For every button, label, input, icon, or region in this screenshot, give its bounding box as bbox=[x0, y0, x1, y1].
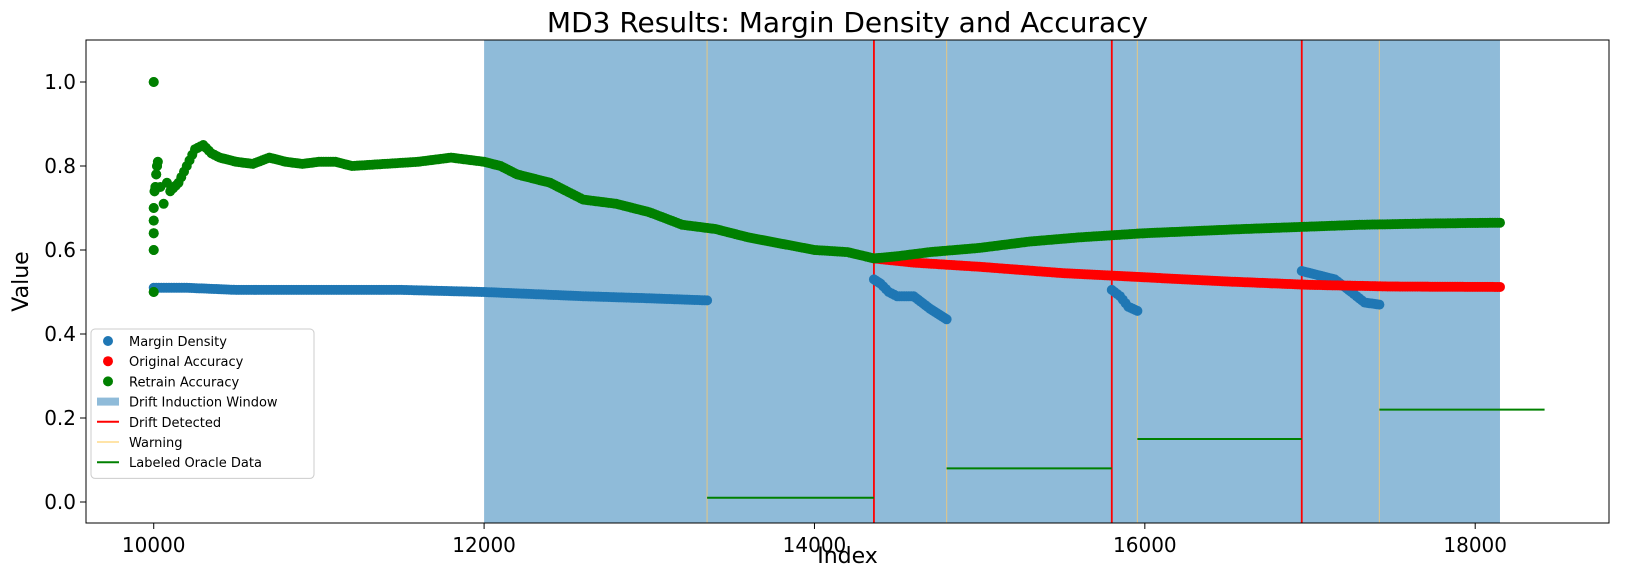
legend-label-5: Warning bbox=[129, 436, 182, 451]
legend-label-6: Labeled Oracle Data bbox=[129, 456, 262, 471]
point-2-0-9 bbox=[148, 215, 159, 226]
legend-marker-1 bbox=[103, 356, 113, 367]
legend: Margin Density Original Accuracy Retrain A… bbox=[90, 328, 315, 479]
point-2-0-5 bbox=[148, 245, 159, 255]
point-2-0-555 bbox=[1494, 217, 1505, 228]
point-2-0-7 bbox=[148, 228, 159, 239]
y-tick-label-1: 0.2 bbox=[44, 406, 76, 430]
ticks-layer: 10000 12000 14000 16000 18000 0.0 0.2 0.4 0.6 0.8… bbox=[44, 70, 1507, 557]
x-tick-label-4: 18000 bbox=[1443, 533, 1507, 557]
y-axis-label: Value bbox=[9, 251, 34, 311]
plot-frame bbox=[85, 39, 1610, 524]
scatter-points-layer bbox=[148, 77, 1505, 325]
legend-item-6: Labeled Oracle Data bbox=[97, 456, 262, 471]
point-0-2-10 bbox=[1132, 305, 1143, 316]
x-tick-label-2: 14000 bbox=[783, 533, 847, 557]
legend-item-0: Margin Density bbox=[103, 335, 227, 350]
legend-marker-0 bbox=[103, 336, 113, 346]
point-2-0-17 bbox=[151, 169, 162, 180]
x-tick-label-0: 10000 bbox=[122, 533, 186, 557]
chart-title: MD3 Results: Margin Density and Accuracy bbox=[547, 6, 1148, 39]
legend-item-4: Drift Detected bbox=[97, 416, 221, 431]
point-1-0-250 bbox=[1494, 281, 1505, 292]
x-tick-label-1: 12000 bbox=[452, 533, 516, 557]
y-tick-label-5: 1.0 bbox=[44, 70, 76, 94]
x-axis-label: Index bbox=[817, 544, 878, 569]
series-margin-density bbox=[148, 266, 1385, 325]
legend-item-5: Warning bbox=[97, 436, 182, 451]
legend-label-2: Retrain Accuracy bbox=[129, 375, 239, 390]
legend-label-1: Original Accuracy bbox=[129, 355, 244, 370]
point-0-0-221 bbox=[702, 295, 713, 306]
legend-item-3: Drift Induction Window bbox=[97, 396, 278, 411]
point-2-0-22 bbox=[158, 198, 169, 209]
oracle-lines-layer bbox=[707, 408, 1545, 499]
point-2-0-20 bbox=[152, 156, 163, 167]
y-tick-label-4: 0.8 bbox=[44, 154, 76, 178]
legend-label-3: Drift Induction Window bbox=[129, 396, 278, 411]
legend-item-1: Original Accuracy bbox=[103, 355, 244, 370]
series-original-accuracy bbox=[868, 253, 1505, 292]
point-2-0-3 bbox=[148, 287, 159, 297]
legend-label-0: Margin Density bbox=[129, 335, 227, 350]
y-tick-label-3: 0.6 bbox=[44, 238, 76, 262]
y-tick-label-2: 0.4 bbox=[44, 322, 76, 346]
series-retrain-accuracy bbox=[148, 77, 1505, 297]
legend-box bbox=[90, 328, 315, 479]
legend-marker-2 bbox=[103, 376, 113, 387]
point-0-1-30 bbox=[941, 314, 952, 325]
legend-label-4: Drift Detected bbox=[129, 416, 221, 431]
legend-item-2: Retrain Accuracy bbox=[103, 375, 239, 390]
point-2-0-1 bbox=[148, 77, 159, 87]
point-2-0-11 bbox=[148, 203, 159, 213]
legend-patch-3 bbox=[97, 397, 119, 406]
point-0-3-32 bbox=[1374, 299, 1385, 310]
y-tick-label-0: 0.0 bbox=[44, 490, 76, 514]
x-tick-label-3: 16000 bbox=[1113, 533, 1177, 557]
